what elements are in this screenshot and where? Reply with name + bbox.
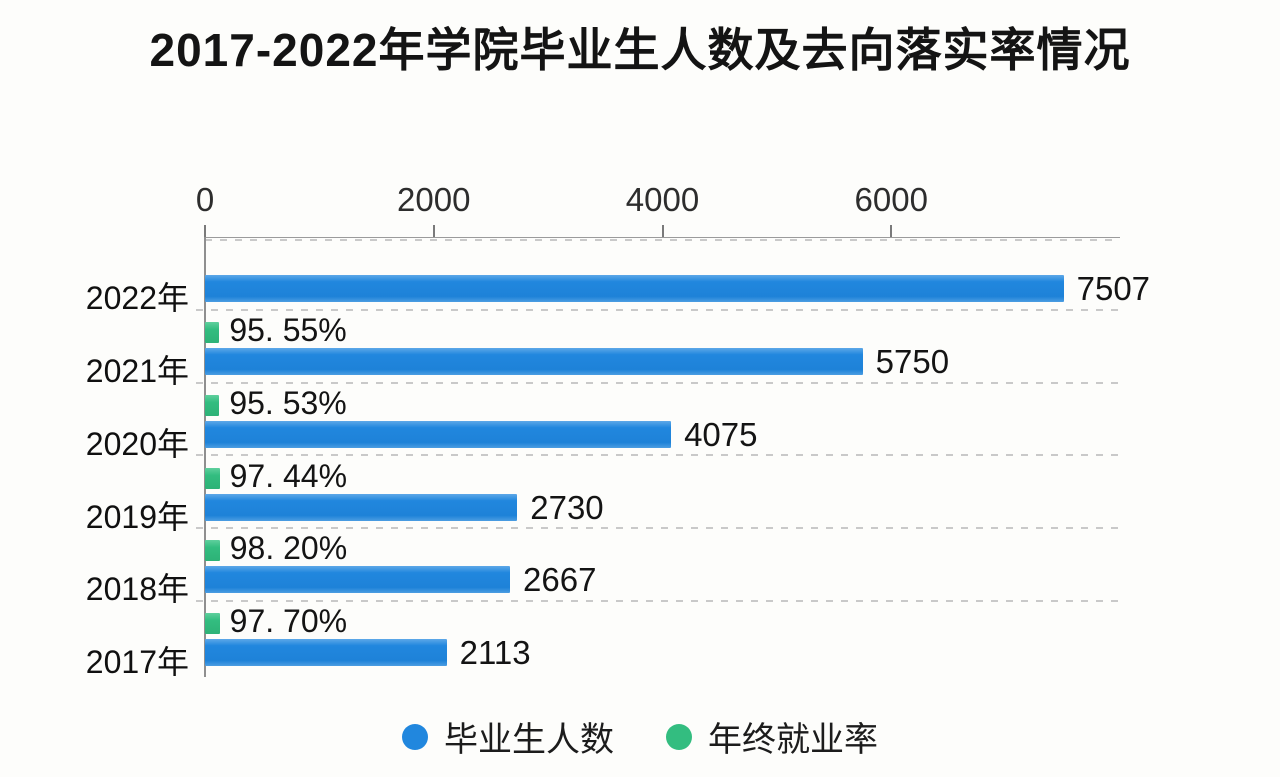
row-separator [196, 381, 1120, 384]
graduates-bar [205, 566, 511, 594]
x-axis-tick [204, 225, 206, 237]
x-axis-tick-label: 6000 [854, 181, 928, 218]
employment-rate-bar [205, 394, 220, 416]
graduates-value-label: 4075 [684, 415, 758, 453]
legend-label: 年终就业率 [708, 721, 878, 759]
row-separator [196, 308, 1120, 311]
graduates-value-label: 5750 [875, 342, 950, 380]
employment-rate-bar [205, 321, 220, 343]
graduates-value-label: 2113 [459, 634, 531, 672]
x-axis-gridline [205, 239, 1120, 241]
y-axis-label: 2017年 [85, 644, 189, 681]
graduates-value-label: 2730 [530, 488, 604, 526]
x-axis-line [205, 237, 1120, 238]
graduates-value-label: 7507 [1076, 270, 1151, 307]
y-axis-label: 2020年 [85, 425, 189, 462]
x-axis-tick-label: 2000 [397, 181, 471, 218]
employment-rate-bar [205, 613, 220, 635]
x-axis-tick [661, 225, 664, 237]
y-axis-label: 2022年 [85, 280, 189, 316]
y-axis-line [204, 225, 206, 677]
graduates-bar [205, 420, 672, 448]
employment-rate-label: 97. 44% [229, 457, 348, 494]
employment-rate-label: 95. 55% [229, 311, 347, 348]
employment-rate-label: 98. 20% [229, 530, 348, 567]
graduates-bar [205, 275, 1064, 302]
chart-row: 2019年 97. 44% 2730 [86, 456, 1120, 535]
graduates-bar [205, 493, 518, 521]
chart-row: 2021年 95. 55% 5750 [86, 310, 1120, 389]
legend-dot-icon [666, 723, 692, 750]
employment-rate-label: 97. 70% [229, 603, 348, 640]
row-separator [196, 527, 1120, 530]
x-axis-tick [432, 225, 435, 237]
y-axis-label: 2021年 [85, 352, 189, 389]
graduates-bar [205, 347, 863, 375]
chart-title: 2017-2022年学院毕业生人数及去向落实率情况 [149, 24, 1131, 76]
chart-row: 2022年 7507 [86, 237, 1150, 316]
graduates-value-label: 2667 [523, 561, 597, 599]
chart-row: 2020年 95. 53% 4075 [86, 383, 1120, 462]
employment-rate-bar [205, 467, 220, 489]
employment-rate-label: 95. 53% [229, 384, 347, 421]
x-axis-tick [890, 225, 893, 237]
legend-label: 毕业生人数 [444, 721, 614, 759]
x-axis-tick-label: 0 [195, 181, 215, 218]
graduates-bar [205, 639, 447, 667]
plot-area: 0 2000 4000 6000 2022年 7507 2021年 95. 55% 5750 20… [86, 181, 1150, 680]
y-axis-label: 2018年 [85, 571, 189, 608]
legend-item: 年终就业率 [666, 712, 878, 761]
legend-item: 毕业生人数 [402, 712, 614, 761]
x-axis-tick-label: 4000 [625, 181, 700, 218]
chart-legend: 毕业生人数 年终就业率 [0, 712, 1280, 761]
chart-row: 2018年 98. 20% 2667 [86, 528, 1120, 607]
row-separator [196, 454, 1120, 457]
chart-row: 2017年 97. 70% 2113 [86, 601, 1120, 680]
row-separator [196, 600, 1120, 603]
legend-dot-icon [402, 723, 428, 750]
y-axis-label: 2019年 [85, 498, 189, 535]
employment-rate-bar [205, 540, 220, 562]
